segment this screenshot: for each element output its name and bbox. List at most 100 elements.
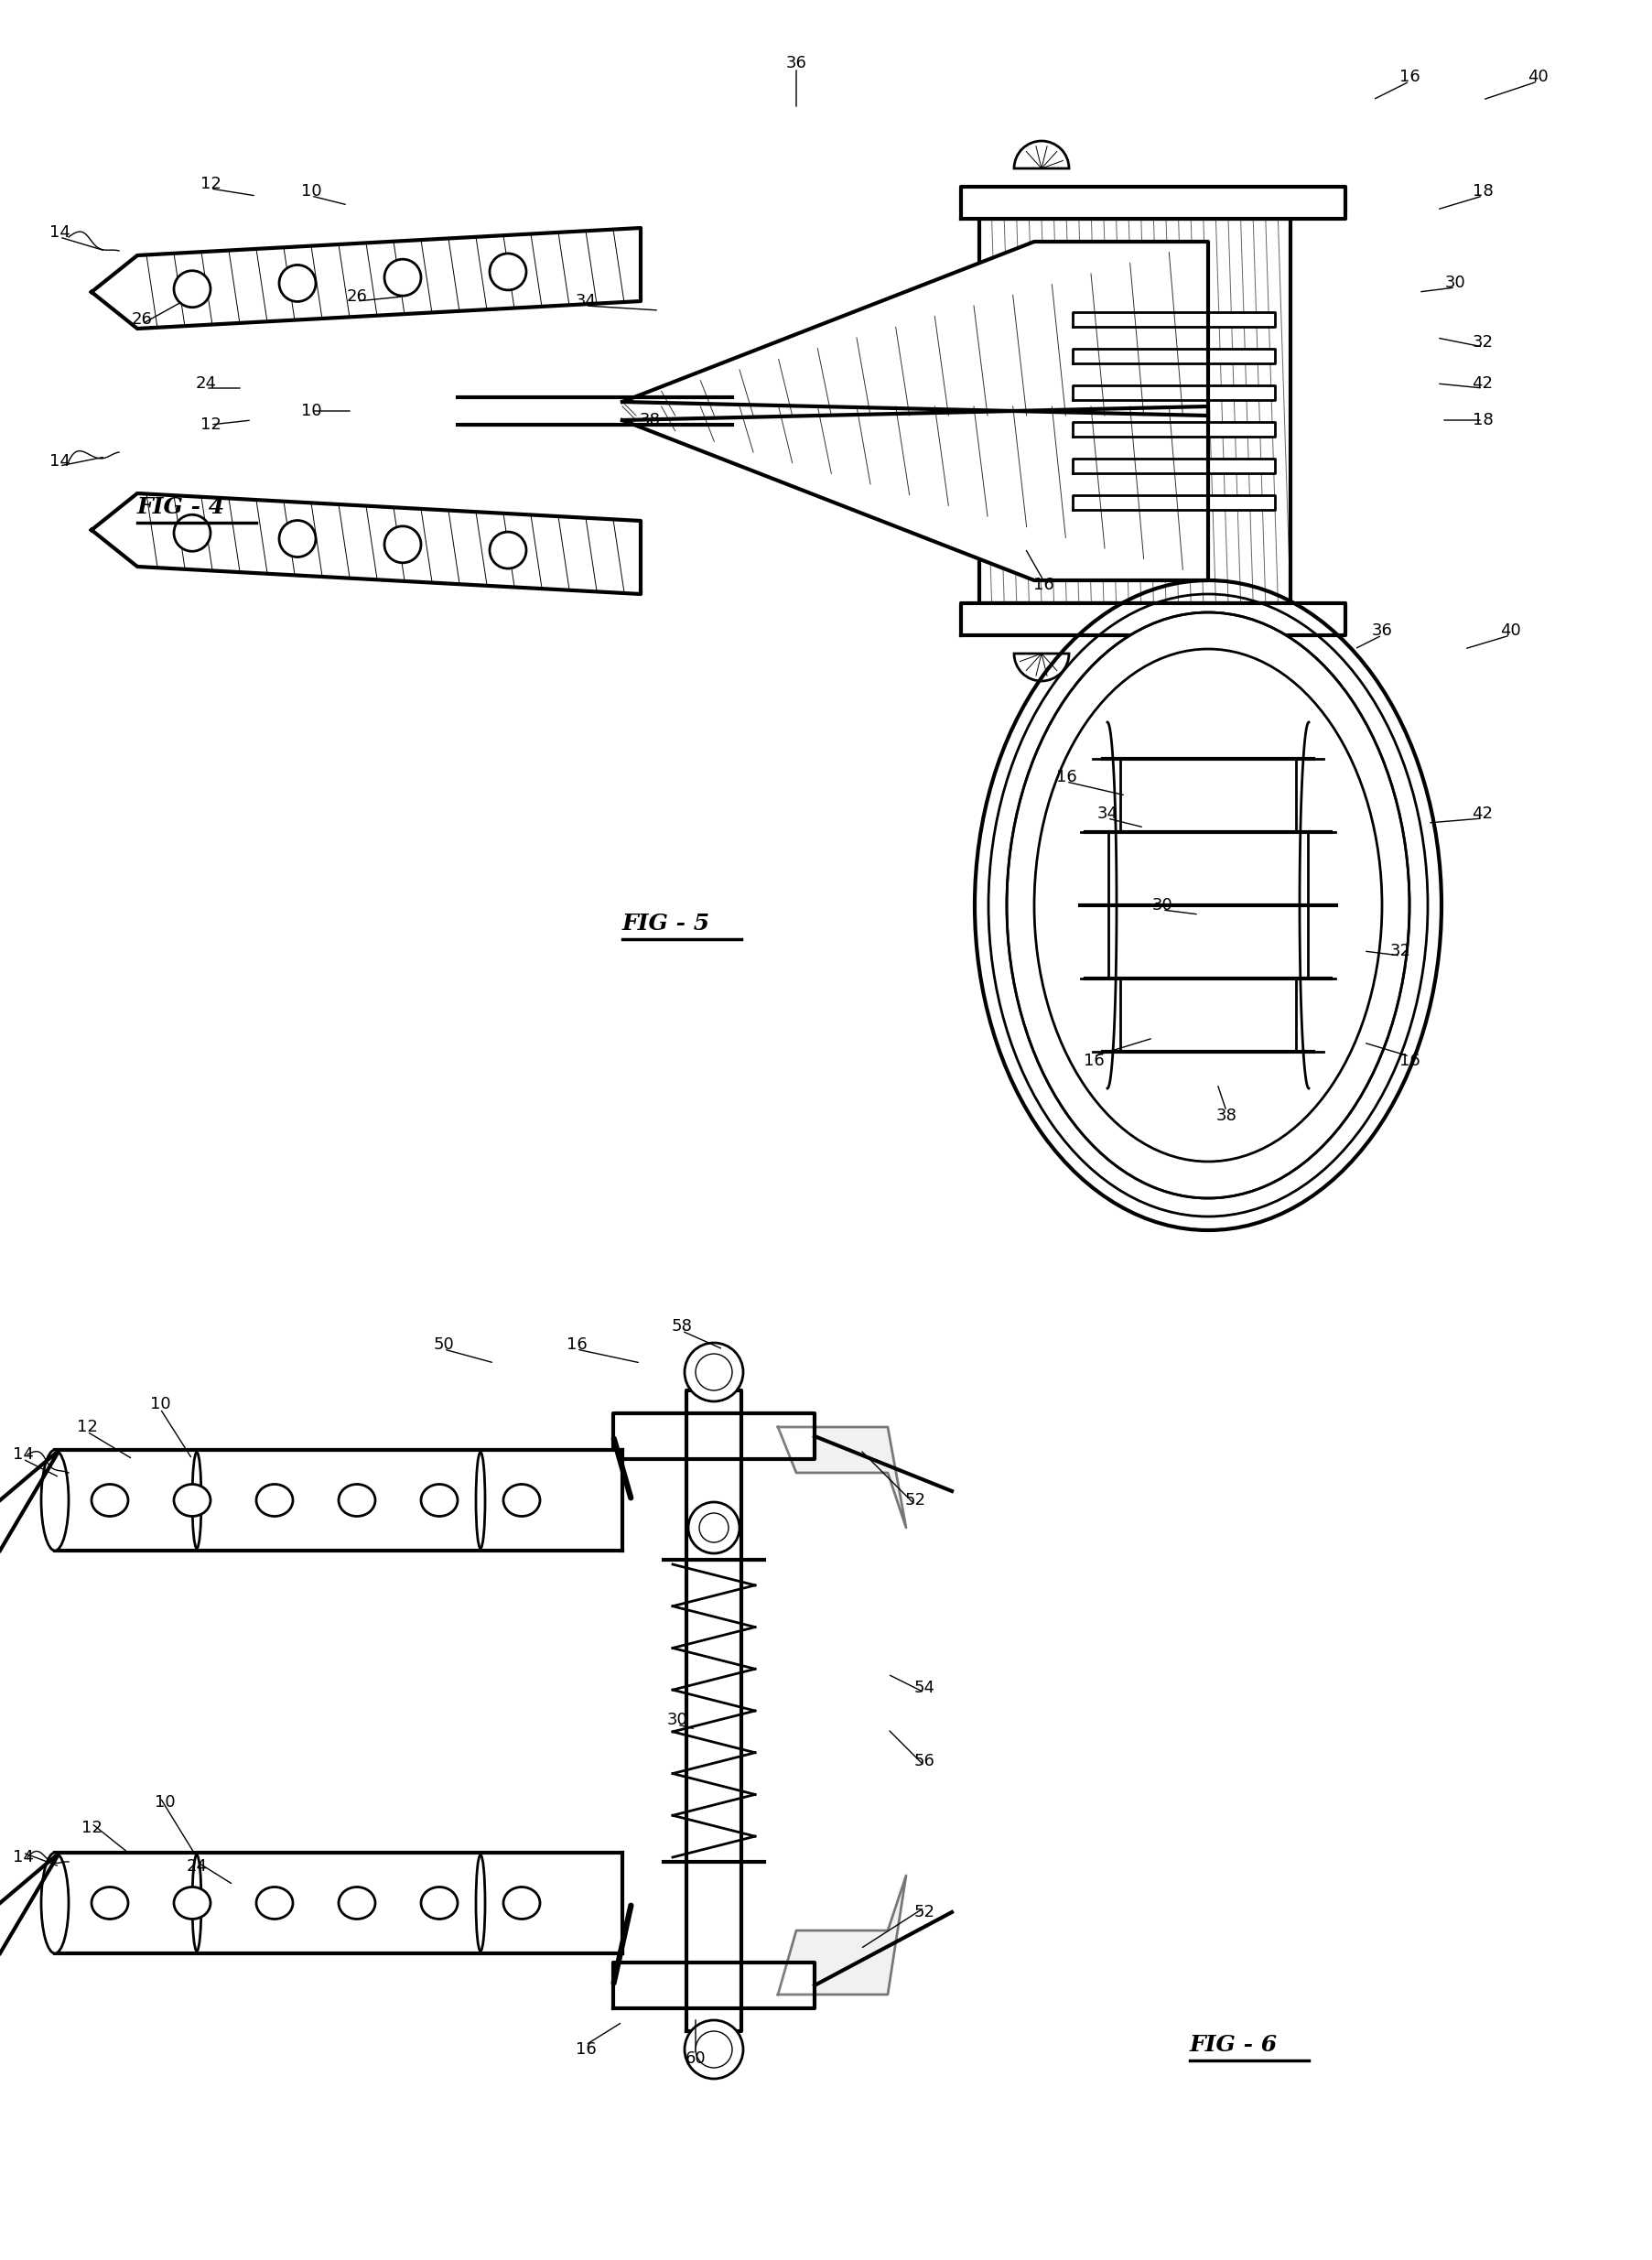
- Circle shape: [385, 527, 421, 563]
- Ellipse shape: [173, 1485, 210, 1516]
- Text: 16: 16: [1398, 1053, 1419, 1069]
- Circle shape: [684, 1342, 743, 1401]
- Circle shape: [684, 2020, 743, 2079]
- Text: 42: 42: [1472, 375, 1492, 391]
- Text: 24: 24: [187, 1858, 206, 1874]
- Polygon shape: [91, 228, 641, 328]
- Polygon shape: [623, 242, 1208, 416]
- Polygon shape: [686, 1390, 742, 2032]
- Polygon shape: [1072, 423, 1274, 436]
- Text: 30: 30: [666, 1711, 687, 1729]
- Polygon shape: [0, 1455, 55, 1546]
- Polygon shape: [613, 1962, 814, 2009]
- Polygon shape: [1072, 348, 1274, 364]
- Text: 14: 14: [50, 452, 69, 470]
- Ellipse shape: [339, 1887, 375, 1919]
- Text: 16: 16: [1032, 576, 1054, 592]
- Text: 60: 60: [686, 2050, 705, 2068]
- Text: 12: 12: [81, 1819, 102, 1835]
- Text: 18: 18: [1472, 411, 1492, 429]
- Text: 52: 52: [914, 1903, 935, 1921]
- Text: 50: 50: [433, 1336, 454, 1354]
- Circle shape: [279, 264, 316, 301]
- Text: 32: 32: [1472, 334, 1492, 350]
- Ellipse shape: [421, 1887, 458, 1919]
- Ellipse shape: [339, 1485, 375, 1516]
- Circle shape: [489, 253, 525, 289]
- Polygon shape: [91, 493, 641, 594]
- Ellipse shape: [91, 1887, 129, 1919]
- Polygon shape: [978, 219, 1290, 603]
- Text: 12: 12: [200, 416, 221, 434]
- Text: 34: 34: [1097, 805, 1117, 823]
- Text: 18: 18: [1472, 183, 1492, 199]
- Text: 16: 16: [1056, 768, 1075, 786]
- Text: 42: 42: [1472, 805, 1492, 823]
- Polygon shape: [55, 1853, 623, 1953]
- Text: 32: 32: [1389, 942, 1411, 958]
- Circle shape: [695, 2032, 732, 2068]
- Ellipse shape: [173, 1887, 210, 1919]
- Polygon shape: [623, 407, 1208, 581]
- Text: 12: 12: [200, 176, 221, 192]
- Ellipse shape: [41, 1451, 69, 1550]
- Circle shape: [173, 515, 210, 551]
- Ellipse shape: [91, 1485, 129, 1516]
- Circle shape: [695, 1354, 732, 1390]
- Text: 26: 26: [347, 289, 367, 305]
- Ellipse shape: [256, 1485, 292, 1516]
- Ellipse shape: [504, 1485, 540, 1516]
- Text: 10: 10: [150, 1397, 170, 1412]
- Ellipse shape: [256, 1887, 292, 1919]
- Polygon shape: [960, 188, 1345, 219]
- Text: 54: 54: [914, 1679, 935, 1697]
- Text: 24: 24: [195, 375, 216, 391]
- Wedge shape: [1014, 140, 1069, 170]
- Text: 36: 36: [785, 54, 806, 72]
- Ellipse shape: [421, 1485, 458, 1516]
- Text: 34: 34: [575, 294, 596, 310]
- Polygon shape: [1072, 312, 1274, 328]
- Text: 10: 10: [301, 183, 322, 199]
- Ellipse shape: [504, 1887, 540, 1919]
- Polygon shape: [613, 1412, 814, 1460]
- Polygon shape: [0, 1858, 55, 1948]
- Text: 12: 12: [76, 1419, 97, 1435]
- Text: 56: 56: [914, 1754, 935, 1770]
- Text: FIG - 4: FIG - 4: [137, 497, 225, 518]
- Ellipse shape: [41, 1853, 69, 1953]
- Ellipse shape: [1006, 612, 1409, 1198]
- Text: 52: 52: [904, 1492, 925, 1507]
- Text: 14: 14: [13, 1446, 33, 1462]
- Text: 40: 40: [1498, 622, 1520, 640]
- Circle shape: [687, 1503, 738, 1553]
- Text: 26: 26: [131, 312, 152, 328]
- Text: FIG - 5: FIG - 5: [623, 913, 710, 936]
- Circle shape: [173, 271, 210, 307]
- Polygon shape: [778, 1426, 905, 1528]
- Polygon shape: [778, 1876, 905, 1996]
- Text: 10: 10: [154, 1794, 175, 1810]
- Text: 38: 38: [1216, 1107, 1236, 1123]
- Wedge shape: [1014, 653, 1069, 680]
- Text: 30: 30: [1151, 897, 1173, 913]
- Text: 16: 16: [1398, 68, 1419, 86]
- Text: 14: 14: [50, 224, 69, 242]
- Text: 40: 40: [1526, 68, 1548, 86]
- Circle shape: [279, 520, 316, 556]
- Text: 36: 36: [1371, 622, 1391, 640]
- Polygon shape: [55, 1451, 623, 1550]
- Circle shape: [489, 531, 525, 570]
- Polygon shape: [1072, 459, 1274, 472]
- Text: 16: 16: [575, 2041, 596, 2057]
- Polygon shape: [960, 603, 1345, 635]
- Text: FIG - 6: FIG - 6: [1189, 2034, 1277, 2057]
- Text: 16: 16: [1082, 1053, 1104, 1069]
- Circle shape: [699, 1514, 729, 1541]
- Text: 38: 38: [639, 411, 659, 429]
- Text: 16: 16: [567, 1336, 586, 1354]
- Text: 30: 30: [1444, 276, 1465, 292]
- Polygon shape: [1072, 386, 1274, 400]
- Text: 14: 14: [13, 1849, 33, 1864]
- Polygon shape: [1072, 495, 1274, 511]
